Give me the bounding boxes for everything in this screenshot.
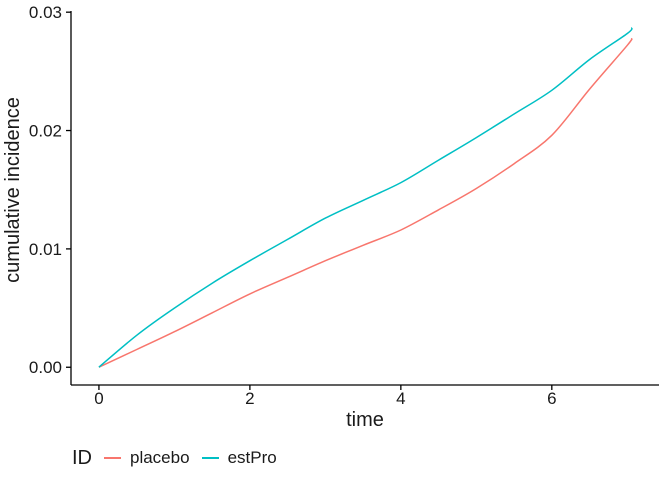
y-tick-label: 0.00 [29,358,62,377]
estpro-line-key-icon [201,457,219,459]
x-tick-label: 2 [245,389,254,408]
x-tick-label: 4 [396,389,405,408]
legend-item-placebo: placebo [104,448,190,468]
x-tick-label: 0 [94,389,103,408]
x-tick-label: 6 [547,389,556,408]
y-tick-label: 0.02 [29,122,62,141]
legend-title: ID [72,446,92,469]
legend: ID placebo estPro [72,445,289,471]
legend-item-label: placebo [130,448,190,467]
legend-item-label: estPro [227,448,277,467]
x-axis-title: time [346,409,384,431]
placebo-line-key-icon [104,457,121,459]
legend-item-estpro: estPro [201,448,277,468]
y-tick-label: 0.03 [29,3,62,22]
series-line-estPro [98,27,633,368]
chart-canvas: 0.03 0.02 0.01 0.00 6 4 2 0 time cumulative inc… [2,3,659,431]
y-tick-label: 0.01 [29,240,62,259]
series-line-placebo [98,37,633,368]
y-axis-title: cumulative incidence [2,97,24,283]
